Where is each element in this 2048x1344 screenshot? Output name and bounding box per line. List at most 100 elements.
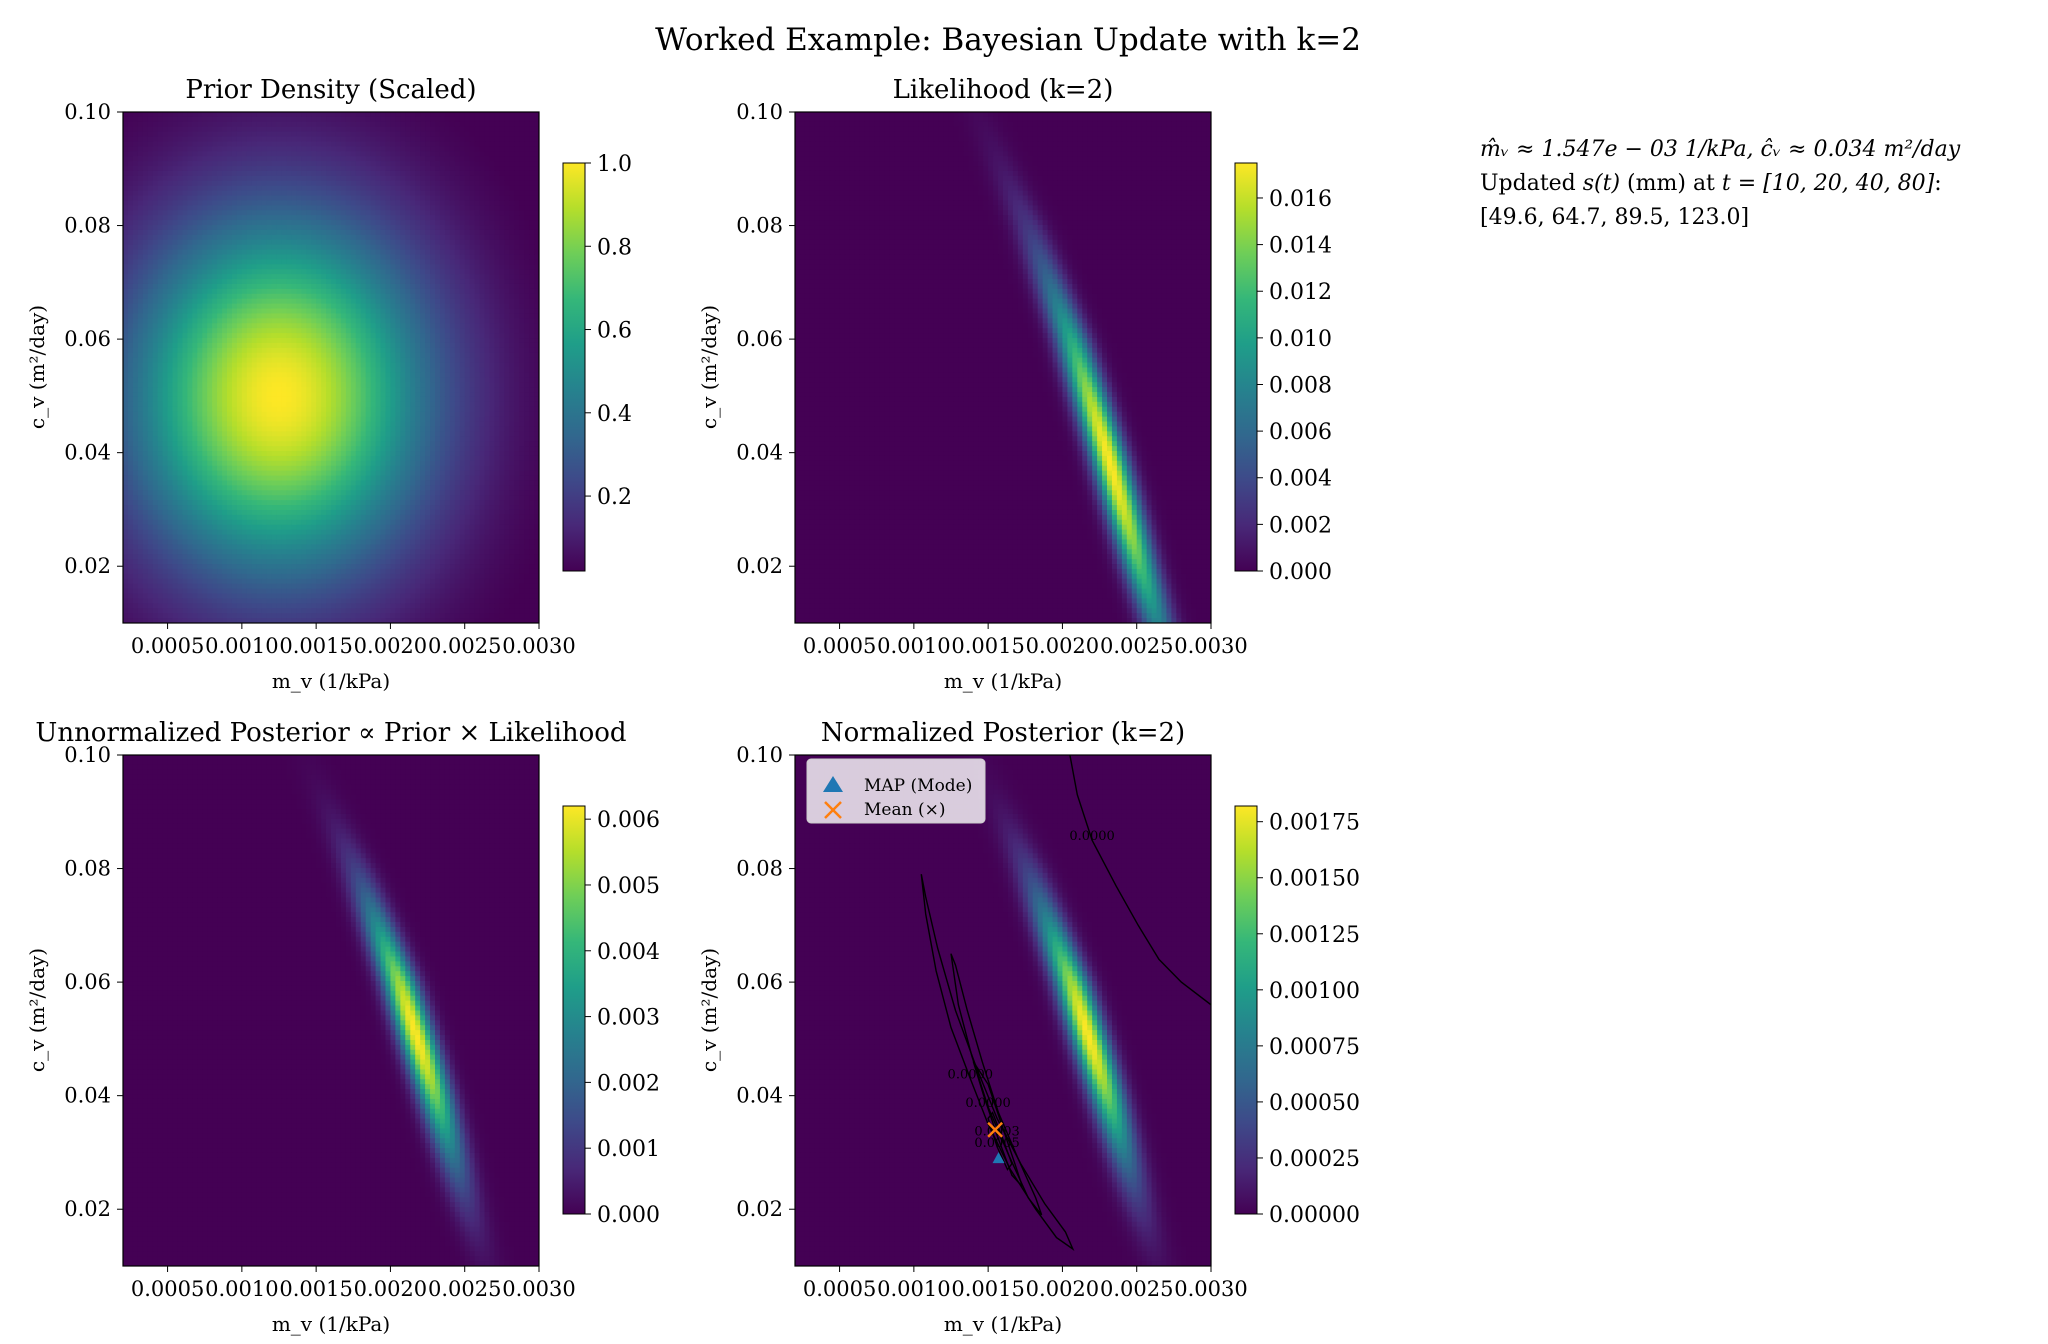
heatmap-cell xyxy=(370,234,377,241)
heatmap-cell xyxy=(207,244,213,251)
heatmap-cell xyxy=(132,215,139,221)
heatmap-cell xyxy=(296,146,302,152)
heatmap-cell xyxy=(454,185,461,192)
heatmap-cell xyxy=(177,190,184,197)
heatmap-cell xyxy=(435,269,441,275)
heatmap-cell xyxy=(286,333,292,339)
heatmap-cell xyxy=(296,225,302,231)
heatmap-cell xyxy=(420,392,426,398)
heatmap-cell xyxy=(152,200,159,206)
heatmap-cell xyxy=(271,146,278,152)
heatmap-cell xyxy=(534,382,539,388)
heatmap-cell xyxy=(167,367,174,374)
heatmap-cell xyxy=(449,151,456,157)
heatmap-cell xyxy=(222,352,228,359)
heatmap-cell xyxy=(207,126,213,133)
heatmap-cell xyxy=(132,308,139,315)
heatmap-cell xyxy=(177,156,184,162)
heatmap-cell xyxy=(306,156,312,162)
heatmap-cell xyxy=(251,146,258,152)
heatmap-cell xyxy=(464,392,471,398)
heatmap-cell xyxy=(439,367,446,374)
heatmap-cell xyxy=(494,215,500,221)
heatmap-cell xyxy=(335,367,342,374)
heatmap-cell xyxy=(335,151,342,157)
heatmap-cell xyxy=(415,254,421,260)
heatmap-cell xyxy=(326,308,332,315)
heatmap-cell xyxy=(276,116,283,123)
heatmap-cell xyxy=(519,170,525,177)
heatmap-cell xyxy=(172,264,179,270)
figure-title: Worked Example: Bayesian Update with k=2 xyxy=(655,22,1361,58)
heatmap-cell xyxy=(514,377,520,383)
heatmap-cell xyxy=(504,146,510,152)
heatmap-cell xyxy=(365,382,372,388)
heatmap-cell xyxy=(400,274,406,280)
heatmap-cell xyxy=(276,239,283,246)
heatmap-cell xyxy=(281,396,288,403)
heatmap-cell xyxy=(514,170,520,177)
heatmap-cell xyxy=(256,205,263,211)
heatmap-cell xyxy=(435,195,441,202)
heatmap-cell xyxy=(331,151,337,157)
heatmap-cell xyxy=(207,239,213,246)
heatmap-cell xyxy=(132,279,139,285)
heatmap-cell xyxy=(261,298,268,305)
heatmap-cell xyxy=(444,180,451,187)
heatmap-cell xyxy=(489,259,496,265)
heatmap-cell xyxy=(246,215,253,221)
heatmap-cell xyxy=(212,382,218,388)
heatmap-cell xyxy=(123,112,129,118)
heatmap-cell xyxy=(251,377,258,383)
heatmap-cell xyxy=(321,225,327,231)
heatmap-cell xyxy=(147,205,154,211)
heatmap-cell xyxy=(231,205,238,211)
heatmap-cell xyxy=(439,146,446,152)
heatmap-cell xyxy=(132,112,139,118)
heatmap-cell xyxy=(385,121,392,128)
heatmap-cell xyxy=(444,293,451,300)
heatmap-cell xyxy=(306,170,312,177)
heatmap-cell xyxy=(405,372,411,378)
heatmap-cell xyxy=(316,372,322,378)
heatmap-cell xyxy=(321,367,327,374)
heatmap-cell xyxy=(410,254,416,260)
heatmap-cell xyxy=(400,382,406,388)
heatmap-cell xyxy=(331,180,337,187)
heatmap-cell xyxy=(514,141,520,147)
heatmap-cell xyxy=(261,347,268,354)
heatmap-cell xyxy=(459,116,466,123)
heatmap-cell xyxy=(375,175,382,182)
heatmap-cell xyxy=(192,342,198,349)
heatmap-cell xyxy=(345,234,352,241)
heatmap-cell xyxy=(286,387,292,393)
heatmap-cell xyxy=(123,338,129,344)
heatmap-cell xyxy=(499,112,505,118)
heatmap-cell xyxy=(484,357,491,364)
heatmap-cell xyxy=(281,210,288,216)
heatmap-cell xyxy=(360,313,367,319)
heatmap-cell xyxy=(350,254,357,260)
heatmap-cell xyxy=(514,357,520,364)
heatmap-cell xyxy=(197,210,203,216)
heatmap-cell xyxy=(534,288,539,295)
heatmap-cell xyxy=(207,195,213,202)
heatmap-cell xyxy=(147,185,154,192)
heatmap-cell xyxy=(375,254,382,260)
heatmap-cell xyxy=(449,249,456,256)
heatmap-cell xyxy=(291,367,297,374)
heatmap-cell xyxy=(207,180,213,187)
heatmap-cell xyxy=(380,215,387,221)
heatmap-cell xyxy=(335,116,342,123)
heatmap-cell xyxy=(439,131,446,138)
heatmap-cell xyxy=(192,170,198,177)
heatmap-cell xyxy=(335,392,342,398)
heatmap-cell xyxy=(177,328,184,334)
heatmap-cell xyxy=(459,352,466,359)
heatmap-cell xyxy=(217,342,223,349)
heatmap-cell xyxy=(222,392,228,398)
heatmap-cell xyxy=(241,387,248,393)
heatmap-cell xyxy=(182,298,188,305)
heatmap-cell xyxy=(331,239,337,246)
heatmap-cell xyxy=(182,259,188,265)
